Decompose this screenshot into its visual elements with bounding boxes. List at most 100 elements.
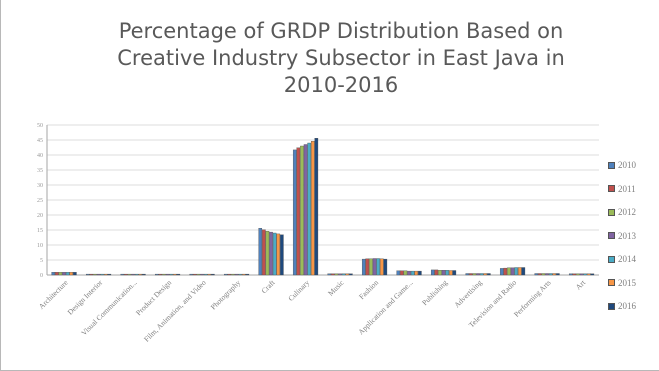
bar-2010	[85, 273, 90, 276]
bar-2014	[238, 273, 242, 276]
bar-2010	[51, 272, 56, 276]
bar-2011	[158, 273, 163, 276]
chart-title-line-1: Percentage of GRDP Distribution Based on	[118, 19, 564, 43]
bar-2015	[103, 273, 108, 276]
x-tick-label: Music	[326, 278, 346, 298]
bar-2010	[361, 258, 366, 276]
bar-2015	[172, 273, 177, 276]
bar-2014	[410, 270, 415, 276]
bar-2016	[280, 234, 284, 276]
x-tick-label: Publishing	[420, 278, 449, 307]
bar-2010	[568, 273, 573, 276]
bar-2011	[503, 267, 508, 276]
bar-2010	[396, 270, 401, 276]
bar-2012	[127, 273, 132, 276]
bar-2012	[472, 273, 477, 276]
bar-2015	[276, 233, 281, 276]
legend-swatch	[608, 279, 615, 286]
legend-item-2015: 2015	[608, 276, 636, 290]
legend-label: 2016	[618, 301, 636, 311]
x-tick-label: Fashion	[357, 278, 380, 301]
legend-swatch	[608, 208, 615, 216]
bar-2012	[403, 270, 408, 276]
bar-2016	[107, 273, 112, 276]
bar-2015	[345, 273, 350, 276]
x-tick-label: Advertising	[452, 278, 484, 310]
bar-2012	[300, 145, 304, 276]
bar-2015	[379, 258, 384, 276]
bar-2015	[483, 273, 488, 276]
bar-2013	[441, 270, 446, 276]
bar-2010	[430, 269, 435, 276]
bar-2014	[376, 258, 380, 276]
bar-2016	[314, 138, 319, 276]
bar-2010	[499, 268, 504, 276]
bar-2016	[73, 272, 77, 276]
bar-2013	[407, 270, 411, 276]
bar-2013	[303, 144, 308, 276]
y-tick-label: 45	[37, 138, 43, 144]
bar-2012	[265, 231, 270, 276]
bar-2012	[162, 273, 166, 276]
bar-2013	[510, 267, 515, 276]
x-tick-label: Craft	[259, 277, 277, 295]
bar-2011	[434, 269, 439, 276]
bar-2011	[89, 273, 94, 276]
x-tick-label: Art	[574, 277, 588, 291]
bar-2016	[487, 273, 491, 276]
bar-2013	[269, 231, 273, 276]
bar-2010	[189, 273, 194, 276]
legend-swatch	[608, 302, 615, 310]
bar-2012	[369, 258, 373, 276]
bar-2010	[258, 228, 263, 276]
y-tick-label: 0	[40, 273, 43, 279]
bar-2011	[124, 273, 128, 276]
legend-label: 2012	[618, 207, 636, 217]
bar-2012	[334, 273, 339, 276]
bar-2015	[310, 141, 315, 276]
y-tick-label: 35	[37, 168, 43, 174]
bar-2014	[134, 273, 139, 276]
bar-2013	[165, 273, 170, 276]
bar-2014	[548, 273, 553, 276]
legend-label: 2011	[618, 183, 636, 194]
bar-2016	[211, 273, 215, 276]
y-tick-label: 15	[37, 228, 43, 234]
bar-2013	[338, 273, 342, 276]
bar-2014	[445, 270, 449, 276]
y-tick-label: 50	[37, 123, 43, 129]
bar-2011	[400, 270, 404, 276]
x-tick-label: Architecture	[37, 278, 70, 311]
bar-2013	[200, 273, 204, 276]
bar-2012	[438, 270, 442, 276]
bar-2016	[418, 270, 422, 276]
y-tick-label: 20	[37, 213, 43, 219]
bar-2016	[383, 258, 388, 276]
bar-2015	[414, 270, 419, 276]
bar-2014	[514, 267, 518, 276]
bar-2015	[207, 273, 212, 276]
bar-2016	[590, 273, 595, 276]
x-tick-label: Performing Arts	[512, 278, 553, 319]
bar-2010	[154, 273, 159, 276]
bar-2012	[93, 273, 97, 276]
bar-2010	[292, 149, 297, 276]
bar-2012	[541, 273, 546, 276]
bar-2010	[327, 273, 332, 276]
bar-2011	[538, 273, 542, 276]
y-tick-label: 40	[37, 153, 43, 159]
bar-2011	[469, 273, 473, 276]
legend-swatch	[608, 232, 615, 239]
bar-2013	[62, 272, 66, 276]
bar-2010	[120, 273, 125, 276]
bar-2013	[579, 273, 584, 276]
chart-title-line-2: Creative Industry Subsector in East Java…	[117, 46, 565, 70]
bar-2011	[193, 273, 197, 276]
bar-2011	[55, 272, 59, 276]
bar-2015	[517, 267, 522, 276]
chart-title-line-3: 2010-2016	[283, 73, 399, 97]
bar-2016	[245, 273, 250, 276]
legend-item-2014: 2014	[608, 252, 636, 266]
